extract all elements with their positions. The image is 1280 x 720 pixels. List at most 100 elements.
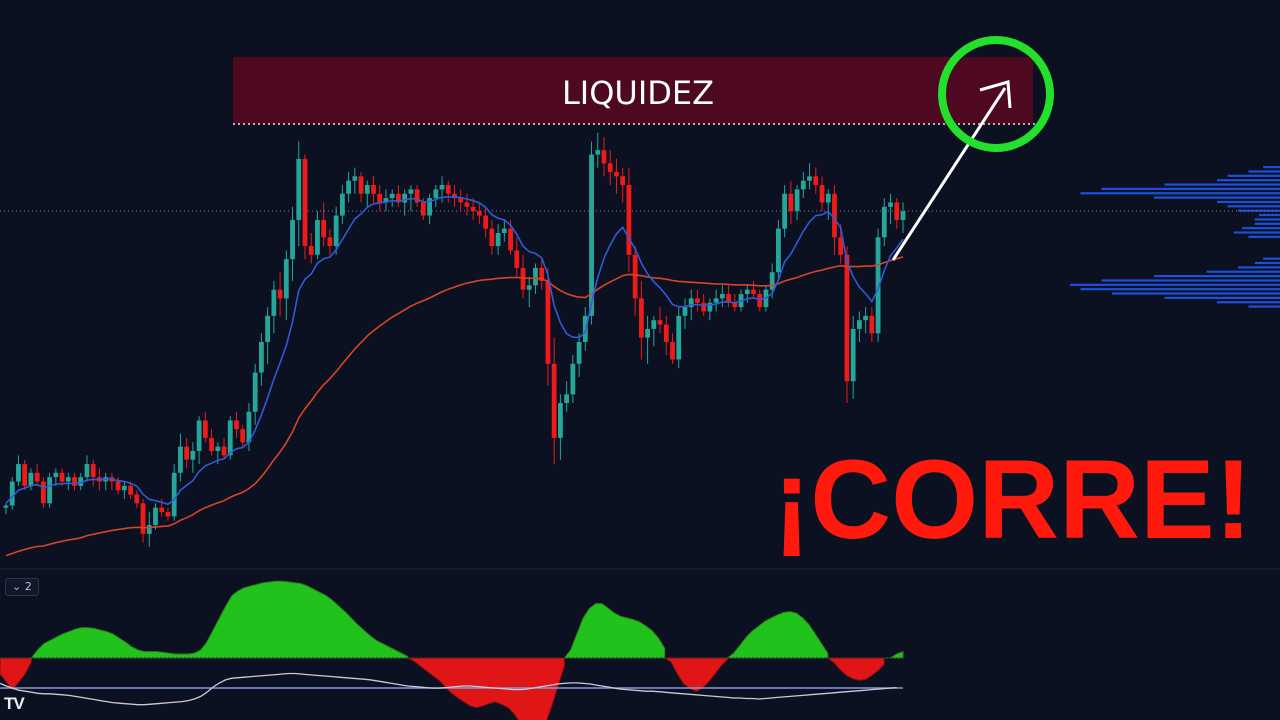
candle-body xyxy=(28,472,34,486)
candle-body xyxy=(396,193,401,203)
volume-profile-bar xyxy=(1248,305,1280,308)
candle-body xyxy=(682,307,688,316)
candle xyxy=(290,206,295,281)
candle-body xyxy=(290,219,295,260)
candle-body xyxy=(209,437,214,451)
candle-body xyxy=(514,250,520,268)
candle xyxy=(427,193,432,225)
candle xyxy=(146,512,152,547)
volume-profile-bar xyxy=(1238,266,1280,269)
candle-body xyxy=(645,328,651,338)
volume-profile-bar xyxy=(1233,231,1280,234)
candle-body xyxy=(719,294,725,299)
candle xyxy=(22,459,28,491)
candle xyxy=(607,150,613,186)
candle-body xyxy=(894,202,900,220)
candle-body xyxy=(751,289,756,295)
candle-body xyxy=(358,176,364,194)
candle-body xyxy=(258,342,264,373)
volume-profile-bar xyxy=(1080,192,1280,195)
candle-body xyxy=(900,211,906,220)
candle-body xyxy=(670,342,675,360)
candle-body xyxy=(701,302,707,312)
candle xyxy=(819,176,825,212)
candle-body xyxy=(420,202,426,216)
candle-body xyxy=(140,503,146,534)
candle-body xyxy=(769,272,775,290)
target-circle xyxy=(938,36,1054,152)
candle xyxy=(520,254,526,299)
candle-body xyxy=(477,211,482,216)
candle xyxy=(595,132,601,168)
candle-body xyxy=(339,193,345,216)
candle xyxy=(676,307,682,369)
candle-body xyxy=(825,193,831,203)
candle-body xyxy=(539,267,545,281)
candle xyxy=(65,472,71,491)
volume-profile-bar xyxy=(1206,270,1280,273)
candle xyxy=(196,416,202,465)
candle xyxy=(869,307,875,342)
candle xyxy=(321,202,327,247)
candle xyxy=(352,167,358,194)
candle-body xyxy=(34,472,40,482)
candle-body xyxy=(265,315,271,342)
candle-body xyxy=(663,324,669,342)
candle xyxy=(209,429,214,456)
candle-body xyxy=(533,267,538,286)
candle xyxy=(234,411,239,438)
candle-body xyxy=(433,189,439,199)
candle-body xyxy=(59,472,65,482)
candle-body xyxy=(40,481,46,504)
candle-body xyxy=(607,163,613,172)
candle xyxy=(570,355,576,404)
candle xyxy=(757,289,763,312)
candle xyxy=(9,477,15,510)
candle-body xyxy=(146,525,152,534)
candle xyxy=(134,490,140,508)
candle-body xyxy=(838,237,844,255)
volume-profile-bar xyxy=(1254,218,1280,221)
histogram-positive-area xyxy=(30,580,409,659)
indicator-pane-badge[interactable]: ⌄ 2 xyxy=(5,578,39,596)
candle-body xyxy=(732,302,738,308)
candle-body xyxy=(283,259,289,299)
corre-headline: ¡CORRE! xyxy=(773,437,1252,562)
candle-body xyxy=(16,464,21,482)
candle xyxy=(844,246,850,404)
candle-body xyxy=(688,298,694,308)
candle-body xyxy=(458,198,464,203)
candle-body xyxy=(296,158,302,220)
candle-body xyxy=(240,429,246,443)
candle-body xyxy=(171,472,177,517)
candle xyxy=(638,280,644,360)
ema-slow-line xyxy=(5,256,904,557)
candle xyxy=(339,185,345,225)
candle-body xyxy=(757,294,763,308)
volume-profile-bar xyxy=(1101,187,1280,190)
candle xyxy=(645,315,651,364)
candle xyxy=(825,189,831,220)
candle xyxy=(682,298,688,329)
candle xyxy=(439,176,445,203)
histogram-negative-area xyxy=(407,657,565,720)
candle-body xyxy=(9,481,15,506)
candle xyxy=(433,185,439,207)
candle-body xyxy=(576,342,582,364)
volume-profile-bar xyxy=(1263,257,1280,260)
candle xyxy=(140,498,146,543)
candle-body xyxy=(153,507,158,526)
candle-body xyxy=(776,228,781,273)
volume-profile-bar xyxy=(1080,288,1280,291)
candle-body xyxy=(726,294,731,303)
candle xyxy=(53,468,59,486)
candle xyxy=(881,198,887,247)
candle-body xyxy=(78,477,84,486)
candle xyxy=(3,503,9,515)
candle-body xyxy=(315,219,320,255)
candle xyxy=(614,158,619,194)
volume-profile-bar xyxy=(1263,166,1280,169)
candle xyxy=(539,259,545,290)
candle xyxy=(670,333,675,364)
